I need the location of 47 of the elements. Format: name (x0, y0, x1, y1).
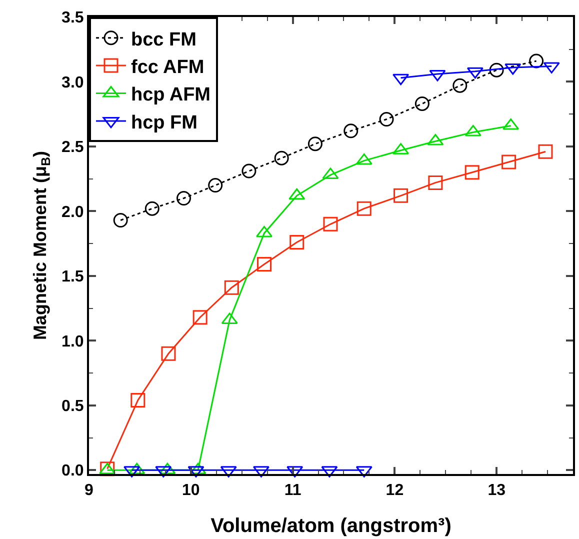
x-tick-label: 13 (488, 482, 506, 500)
point (176, 191, 192, 206)
point (257, 257, 272, 272)
point (379, 112, 394, 127)
point (502, 154, 516, 170)
legend-label: bcc FM (131, 29, 196, 50)
point (308, 136, 322, 152)
legend-label: hcp AFM (131, 84, 211, 106)
x-tick-label: 10 (182, 482, 200, 500)
point (356, 201, 372, 216)
legend-label: hcp FM (131, 112, 198, 134)
legend-label: fcc AFM (131, 56, 204, 78)
point (144, 201, 160, 216)
x-tick-label: 12 (386, 482, 404, 500)
point (428, 175, 443, 190)
point (290, 235, 304, 250)
y-tick-label: 1.0 (62, 333, 84, 350)
x-axis-title: Volume/atom (angstrom³) (210, 515, 452, 538)
x-tick-label: 11 (284, 482, 302, 500)
point (414, 96, 430, 111)
y-tick-label: 0.5 (62, 398, 84, 415)
point (130, 392, 146, 408)
point (113, 213, 128, 228)
point (208, 178, 223, 193)
point (242, 164, 256, 178)
point (464, 165, 480, 180)
point (538, 144, 553, 159)
y-tick-label: 0.0 (62, 462, 84, 480)
y-tick-label: 2.0 (62, 204, 84, 221)
point (394, 188, 408, 203)
point (452, 78, 468, 93)
y-tick-label: 2.5 (62, 139, 84, 156)
y-tick-label: 3.5 (62, 10, 84, 27)
point (489, 62, 504, 78)
point (161, 346, 176, 361)
point (356, 153, 372, 165)
point (323, 216, 338, 232)
point (344, 124, 358, 138)
point (274, 150, 289, 166)
point (288, 188, 306, 200)
y-tick-label: 1.5 (62, 268, 84, 286)
x-tick-label: 9 (84, 482, 94, 500)
point (529, 54, 544, 68)
y-tick-label: 3.0 (62, 74, 84, 92)
point (192, 310, 208, 325)
point (224, 280, 239, 295)
point (464, 124, 482, 136)
